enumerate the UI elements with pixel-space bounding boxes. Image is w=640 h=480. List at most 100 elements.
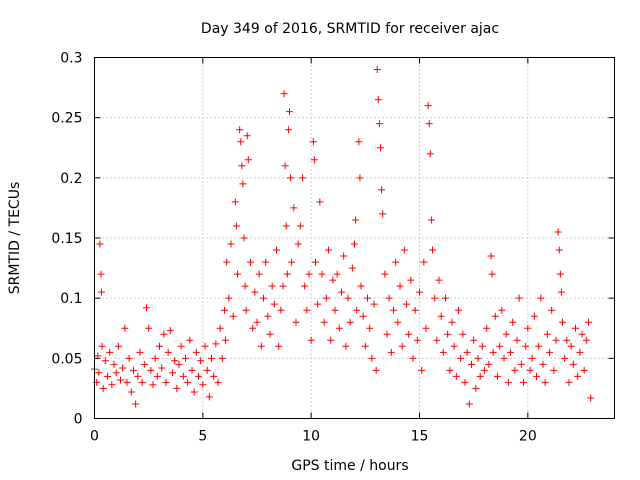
- data-point: [563, 336, 571, 344]
- data-point: [507, 348, 514, 356]
- data-point: [119, 364, 127, 372]
- data-point: [517, 360, 525, 368]
- data-point: [379, 210, 387, 218]
- data-point: [104, 372, 111, 380]
- data-point: [238, 162, 246, 170]
- data-point: [188, 366, 196, 374]
- data-point: [99, 384, 107, 392]
- data-point: [151, 354, 159, 362]
- data-point: [225, 294, 233, 302]
- data-point: [182, 354, 189, 362]
- data-point: [515, 294, 523, 302]
- data-point: [424, 102, 432, 110]
- data-point: [378, 186, 386, 194]
- data-point: [580, 366, 588, 374]
- data-point: [162, 378, 170, 386]
- data-point: [325, 246, 332, 254]
- data-point: [190, 388, 198, 396]
- data-point: [197, 357, 205, 365]
- data-point: [526, 366, 534, 374]
- data-point: [247, 258, 254, 266]
- data-point: [561, 354, 569, 362]
- data-point: [333, 270, 341, 278]
- data-point: [352, 216, 360, 224]
- data-point: [474, 354, 482, 362]
- data-point: [437, 312, 445, 320]
- data-point: [550, 366, 558, 374]
- data-point: [368, 354, 376, 362]
- data-point: [236, 126, 244, 134]
- data-point: [266, 330, 274, 338]
- data-point: [140, 360, 148, 368]
- data-point: [253, 318, 261, 326]
- data-point: [114, 342, 122, 350]
- data-point: [446, 366, 454, 374]
- data-point: [481, 366, 488, 374]
- data-point: [338, 288, 345, 296]
- data-point: [240, 234, 248, 242]
- data-point: [331, 306, 339, 314]
- data-point: [201, 342, 209, 350]
- data-point: [478, 342, 486, 350]
- data-point: [409, 354, 417, 362]
- data-point: [98, 342, 106, 350]
- data-point: [444, 330, 452, 338]
- data-point: [578, 330, 586, 338]
- data-point: [425, 120, 433, 128]
- data-point: [565, 378, 573, 386]
- data-point: [329, 276, 337, 284]
- data-point: [147, 366, 155, 374]
- data-point: [411, 306, 419, 314]
- data-point: [394, 318, 402, 326]
- data-point: [572, 324, 579, 332]
- data-point: [567, 342, 575, 350]
- y-tick-label: 0.05: [51, 351, 82, 367]
- data-point: [500, 354, 508, 362]
- y-tick-label: 0.3: [60, 51, 82, 67]
- data-point: [375, 120, 383, 128]
- data-point: [554, 228, 562, 236]
- data-point: [229, 312, 237, 320]
- data-point: [288, 258, 296, 266]
- data-point: [286, 108, 293, 116]
- data-point: [283, 270, 291, 278]
- data-points: [91, 66, 595, 408]
- data-point: [461, 378, 469, 386]
- data-point: [251, 288, 259, 296]
- data-point: [385, 294, 393, 302]
- data-point: [117, 376, 124, 384]
- data-point: [361, 342, 369, 350]
- grid-lines: [94, 57, 615, 419]
- data-point: [555, 246, 563, 254]
- data-point: [97, 270, 105, 278]
- data-point: [429, 246, 436, 254]
- data-point: [237, 138, 245, 146]
- data-point: [134, 372, 142, 380]
- x-tick-label: 5: [198, 429, 207, 445]
- data-point: [301, 282, 309, 290]
- data-point: [546, 348, 553, 356]
- data-point: [366, 324, 374, 332]
- data-point: [186, 336, 194, 344]
- x-tick-label: 15: [411, 429, 429, 445]
- data-point: [511, 366, 519, 374]
- data-point: [576, 348, 584, 356]
- data-point: [403, 300, 410, 308]
- data-point: [208, 354, 215, 362]
- data-point: [132, 400, 140, 408]
- data-point: [270, 300, 278, 308]
- data-point: [390, 306, 397, 314]
- data-point: [420, 258, 428, 266]
- data-point: [310, 156, 318, 164]
- data-point: [179, 372, 187, 380]
- data-point: [175, 360, 183, 368]
- data-point: [284, 126, 292, 134]
- data-point: [143, 304, 150, 312]
- data-point: [309, 138, 317, 146]
- data-point: [392, 258, 400, 266]
- data-point: [203, 366, 211, 374]
- data-point: [110, 360, 118, 368]
- data-point: [587, 394, 595, 402]
- data-point: [556, 270, 564, 278]
